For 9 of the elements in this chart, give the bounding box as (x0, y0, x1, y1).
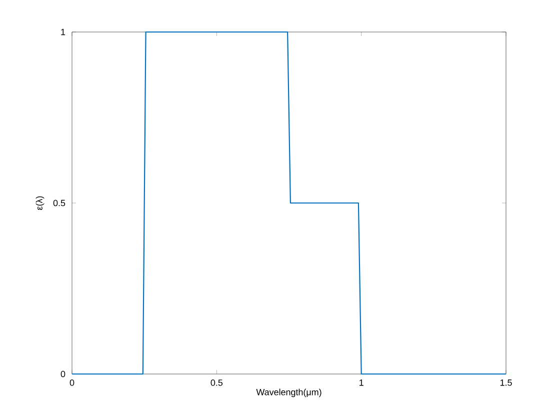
x-tick-label: 1 (360, 380, 364, 386)
y-axis-title: ε(λ) (36, 196, 44, 210)
y-tick-label: 0 (60, 370, 66, 378)
x-tick-label: 0 (70, 380, 74, 386)
y-tick-label: 1 (61, 28, 66, 36)
y-tick-label: 0.5 (53, 200, 66, 206)
x-tick-label: 0.5 (210, 380, 223, 386)
x-axis-title: Wavelength(μm) (256, 388, 322, 398)
x-tick-label: 1.5 (500, 380, 512, 386)
